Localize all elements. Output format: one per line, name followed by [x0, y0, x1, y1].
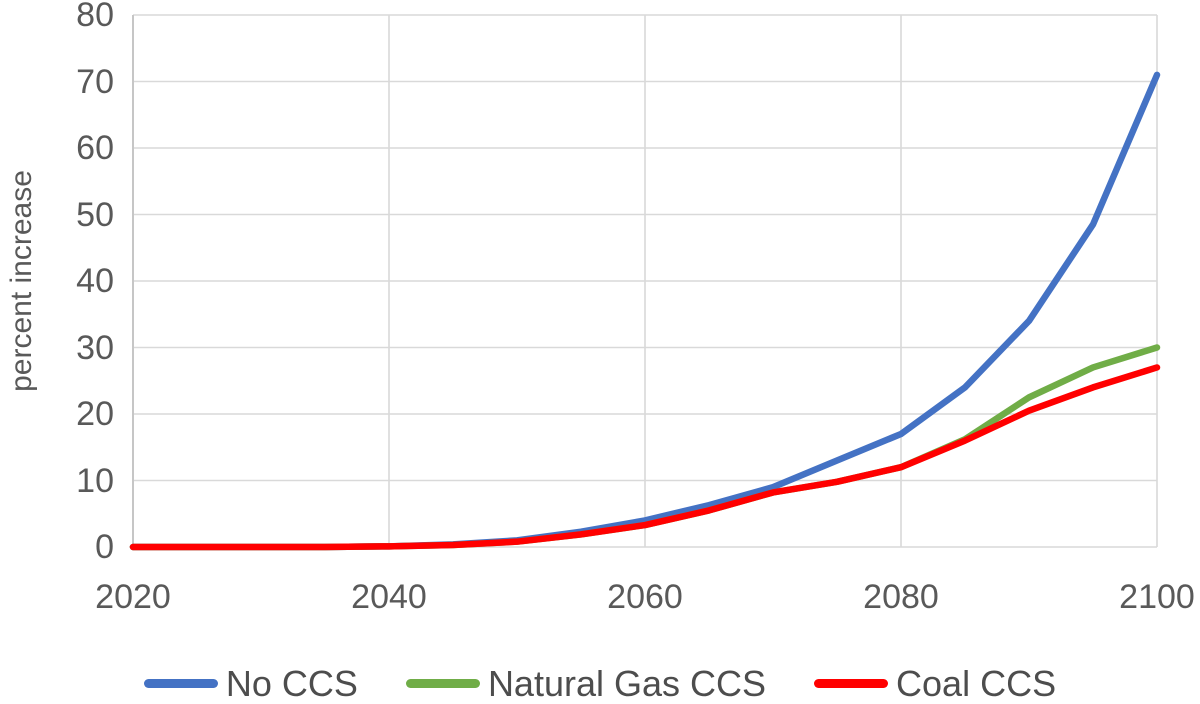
y-tick-label: 0: [95, 528, 114, 566]
x-tick-label: 2080: [863, 578, 939, 616]
y-tick-label: 10: [76, 461, 114, 500]
x-tick-label: 2060: [607, 578, 683, 616]
y-tick-label: 40: [76, 262, 114, 300]
legend-item-no-ccs: No CCS: [143, 662, 358, 704]
x-tick-label: 2020: [95, 578, 171, 616]
legend-swatch-natural-gas-ccs: [405, 679, 480, 688]
legend-label: Coal CCS: [896, 662, 1057, 704]
legend-item-coal-ccs: Coal CCS: [814, 663, 1056, 704]
plot-area: [129, 14, 1161, 551]
legend-label: No CCS: [225, 662, 358, 704]
legend: No CCS Natural Gas CCS Coal CCS: [0, 663, 1200, 704]
legend-label: Natural Gas CCS: [487, 662, 767, 704]
legend-swatch-no-ccs: [143, 679, 218, 688]
series-line-coal-ccs: [129, 364, 1161, 551]
y-tick-label: 20: [76, 395, 114, 433]
x-tick-label: 2100: [1119, 578, 1195, 616]
y-tick-label: 80: [76, 0, 114, 34]
y-tick-label: 30: [76, 328, 114, 367]
legend-item-natural-gas-ccs: Natural Gas CCS: [405, 662, 767, 704]
x-tick-label: 2040: [351, 578, 427, 616]
legend-swatch-coal-ccs: [814, 679, 889, 688]
y-tick-label: 60: [76, 129, 114, 167]
y-tick-label: 70: [76, 62, 114, 101]
y-tick-label: 50: [76, 195, 114, 234]
